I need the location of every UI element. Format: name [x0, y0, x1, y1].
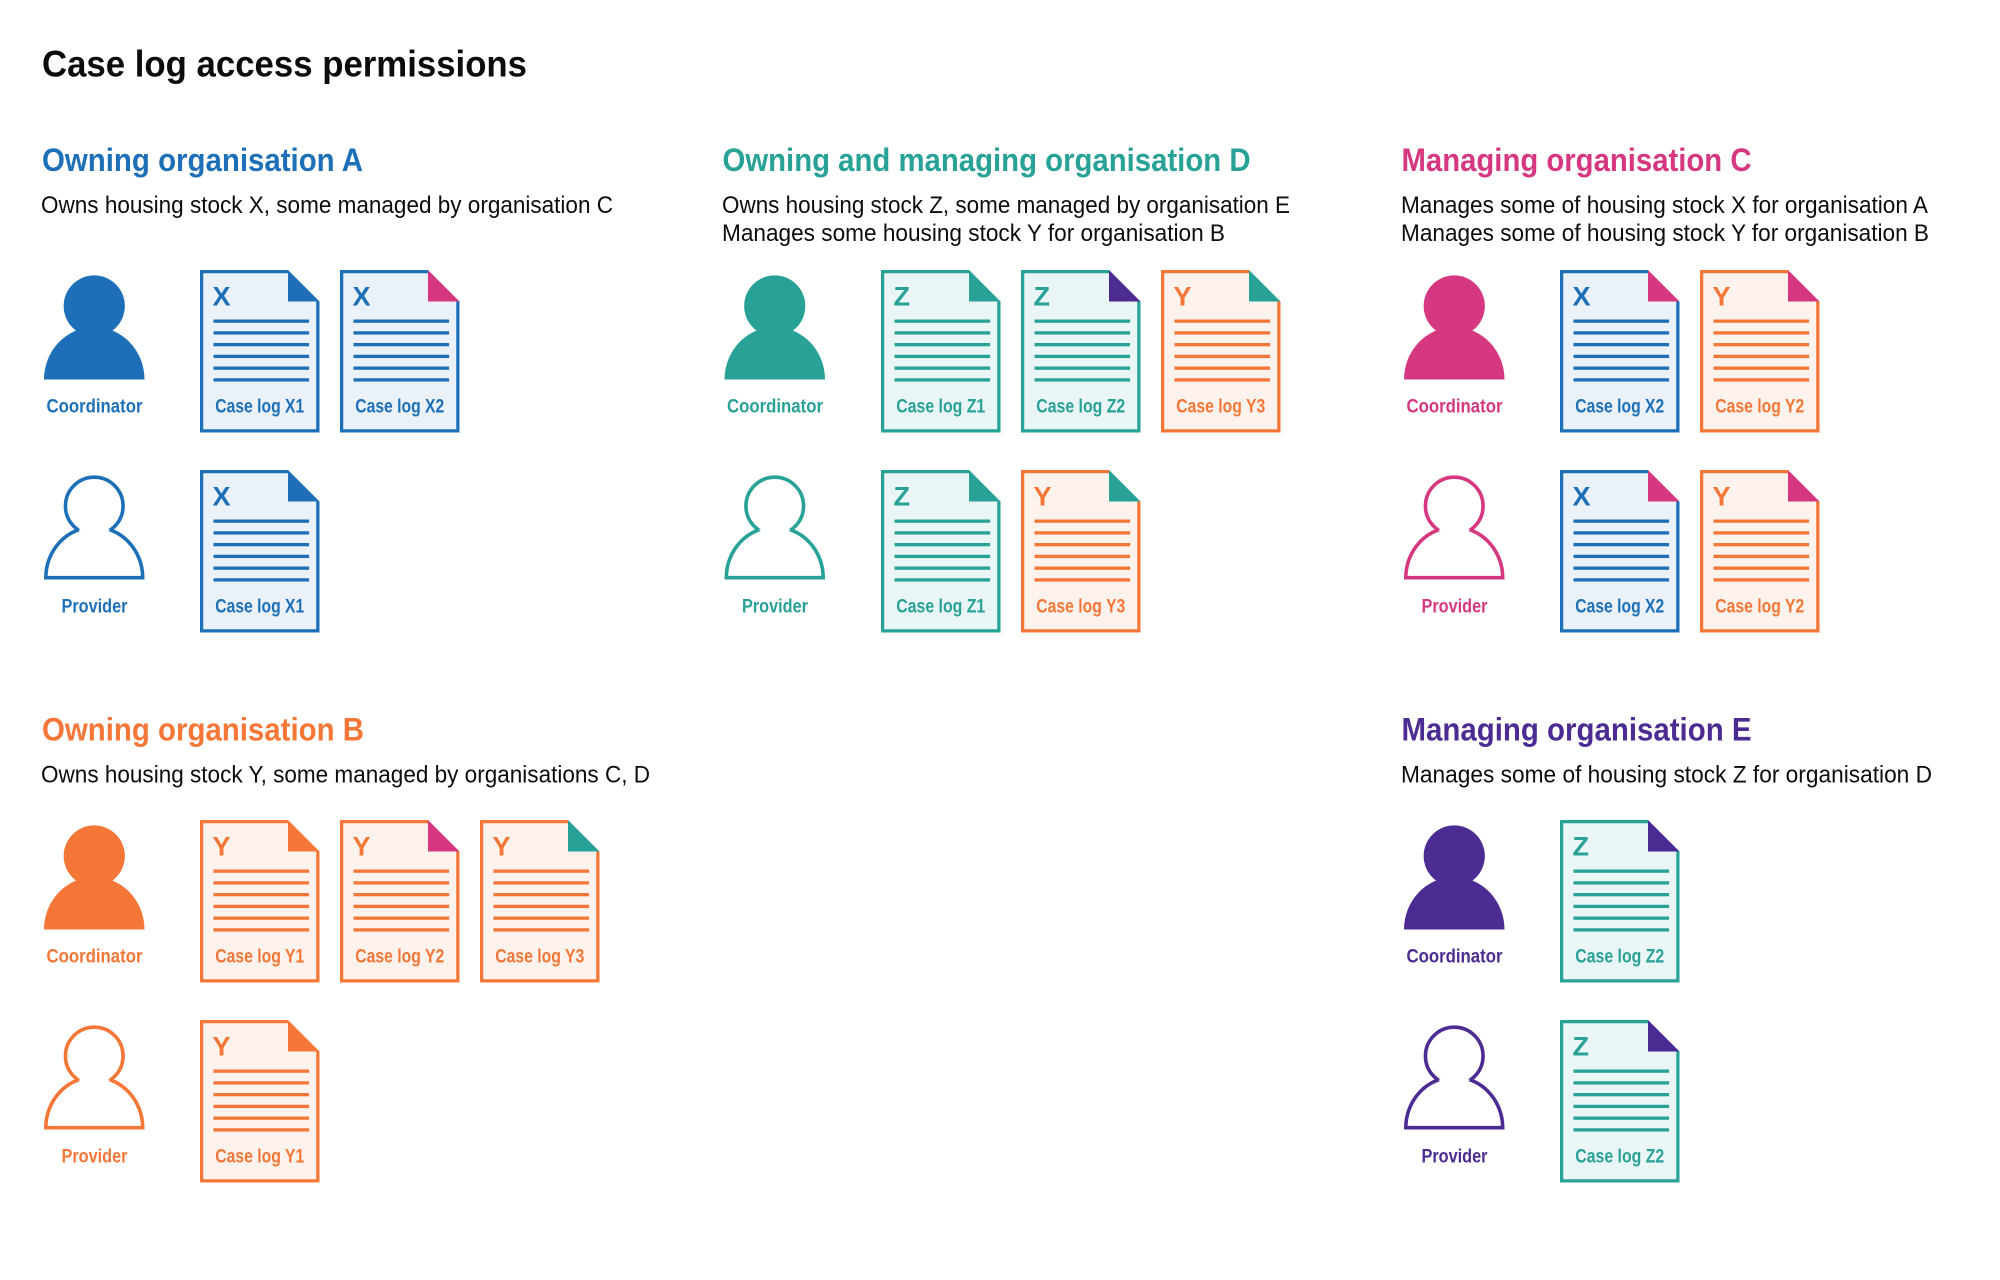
svg-text:Provider: Provider	[62, 596, 129, 617]
svg-text:Coordinator: Coordinator	[1407, 396, 1504, 417]
svg-text:Manages some of housing stock: Manages some of housing stock Y for orga…	[1401, 220, 1929, 247]
svg-text:Coordinator: Coordinator	[47, 396, 144, 417]
svg-text:Coordinator: Coordinator	[1407, 946, 1504, 967]
svg-text:Owning and managing organisati: Owning and managing organisation D	[723, 142, 1251, 178]
svg-text:Managing organisation E: Managing organisation E	[1402, 711, 1752, 747]
svg-text:Owning organisation A: Owning organisation A	[42, 142, 363, 178]
svg-text:Owns housing stock Z, some man: Owns housing stock Z, some managed by or…	[722, 192, 1290, 219]
svg-text:Owning organisation B: Owning organisation B	[42, 711, 364, 747]
svg-text:Coordinator: Coordinator	[47, 946, 144, 967]
svg-text:Manages some housing stock Y f: Manages some housing stock Y for organis…	[722, 220, 1225, 247]
svg-text:Case log access permissions: Case log access permissions	[42, 44, 527, 85]
svg-text:Manages some of housing stock: Manages some of housing stock X for orga…	[1401, 192, 1928, 219]
svg-text:Coordinator: Coordinator	[727, 396, 824, 417]
svg-text:Provider: Provider	[1422, 1146, 1489, 1167]
svg-text:Owns housing stock Y, some man: Owns housing stock Y, some managed by or…	[41, 762, 650, 789]
svg-text:Managing organisation C: Managing organisation C	[1402, 142, 1752, 178]
svg-text:Provider: Provider	[1422, 596, 1489, 617]
svg-text:Manages some of housing stock: Manages some of housing stock Z for orga…	[1401, 762, 1932, 789]
svg-text:Provider: Provider	[62, 1146, 129, 1167]
svg-text:Owns housing stock X, some man: Owns housing stock X, some managed by or…	[41, 192, 613, 219]
svg-text:Provider: Provider	[742, 596, 809, 617]
